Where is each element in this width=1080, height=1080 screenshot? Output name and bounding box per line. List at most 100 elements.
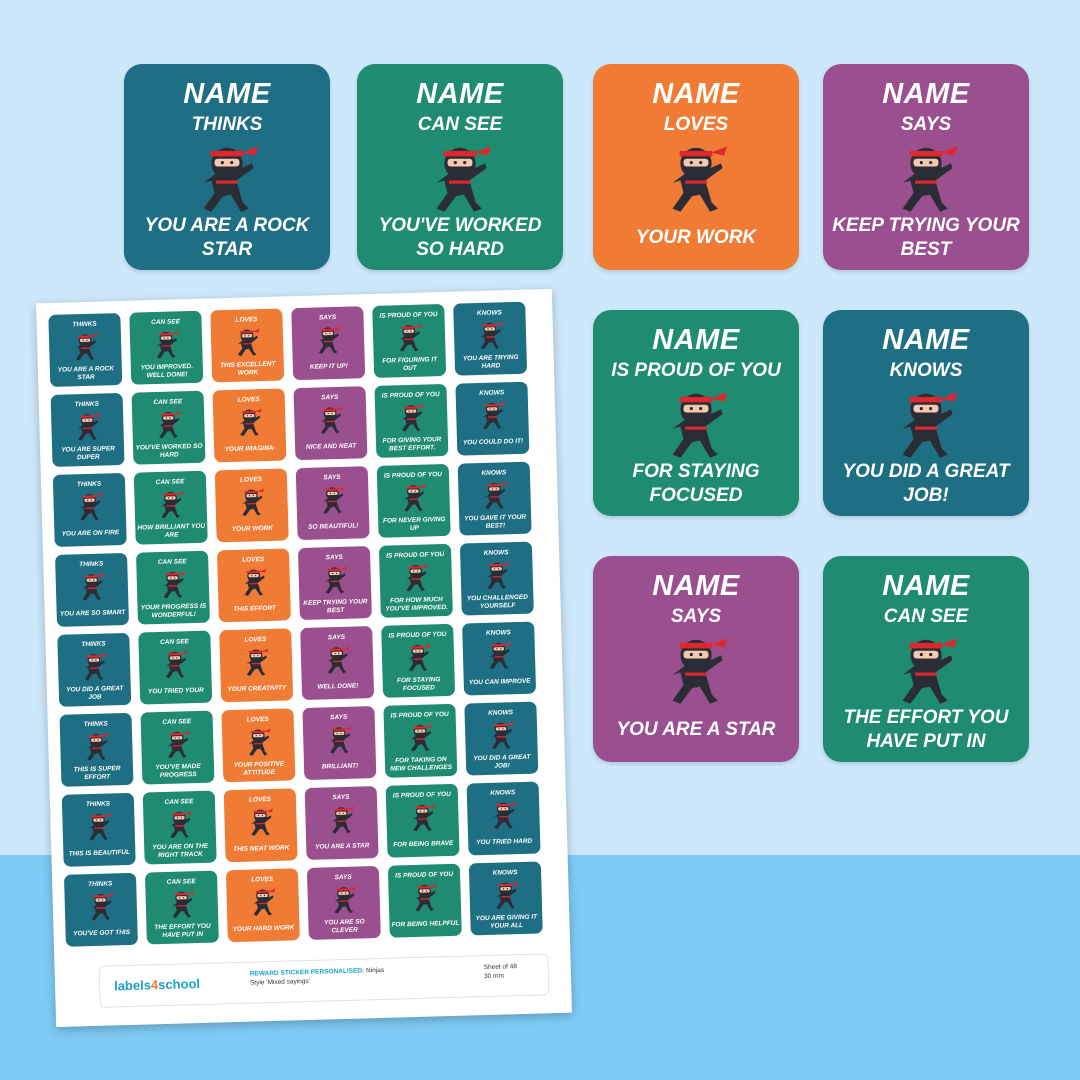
sticker-name: NAME — [882, 570, 970, 602]
mini-sticker-phrase: YOU COULD DO IT! — [462, 437, 524, 446]
mini-sticker-phrase: YOU'VE WORKED SO HARD — [135, 442, 203, 459]
mini-sticker: KNOWS YOU ARE GIVING IT YOUR ALL — [468, 861, 543, 936]
mini-sticker: THINKS YOU ARE A ROCK STAR — [48, 312, 123, 387]
sticker-sheet: THINKS YOU ARE A ROCK STAR CAN SEE YOU IMPR… — [35, 288, 573, 1028]
mini-sticker-phrase: YOU DID A GREAT JOB — [66, 684, 124, 701]
mini-sticker: SAYS KEEP IT UP! — [291, 306, 366, 381]
mini-sticker-verb: LOVES — [246, 716, 269, 724]
mini-sticker-verb: KNOWS — [492, 869, 518, 877]
mini-sticker: KNOWS YOU TRIED HARD — [466, 781, 541, 856]
mini-sticker-verb: IS PROUD OF YOU — [386, 551, 445, 560]
mini-sticker-verb: IS PROUD OF YOU — [381, 391, 440, 400]
sticker-phrase: KEEP TRYING YOUR BEST — [832, 215, 1020, 260]
mini-sticker: SAYS WELL DONE! — [300, 626, 375, 701]
mini-sticker-verb: SAYS — [332, 793, 350, 802]
sticker-name: NAME — [652, 78, 740, 110]
mini-sticker-verb: KNOWS — [490, 789, 516, 797]
big-sticker: NAME THINKS YOU ARE A ROCK STAR — [124, 64, 330, 270]
ninja-icon — [237, 566, 270, 604]
mini-sticker-verb: CAN SEE — [155, 478, 185, 487]
sticker-phrase: FOR STAYING FOCUSED — [632, 461, 760, 506]
ninja-icon — [397, 481, 430, 519]
mini-sticker-phrase: HOW BRILLIANT YOU ARE — [137, 522, 206, 539]
mini-sticker-phrase: YOU TRIED HARD — [476, 837, 533, 846]
mini-sticker: THINKS THIS IS SUPER EFFORT — [59, 712, 134, 787]
mini-sticker: CAN SEE YOU ARE ON THE RIGHT TRACK — [142, 790, 217, 865]
mini-sticker-verb: KNOWS — [485, 629, 511, 637]
ninja-icon — [487, 799, 520, 837]
mini-sticker-verb: SAYS — [318, 313, 337, 322]
mini-sticker: CAN SEE HOW BRILLIANT YOU ARE — [133, 470, 208, 545]
mini-sticker-phrase: YOU'VE MADE PROGRESS — [155, 762, 201, 779]
mini-sticker: LOVES YOUR POSITIVE ATTITUDE — [221, 708, 296, 783]
ninja-icon — [233, 406, 266, 444]
mini-sticker-verb: LOVES — [239, 476, 263, 484]
sticker-verb: CAN SEE — [417, 114, 503, 135]
mini-sticker: SAYS BRILLIANT! — [302, 706, 377, 781]
big-sticker: NAME SAYS KEEP TRYING YOUR BEST — [823, 64, 1029, 270]
ninja-icon — [231, 326, 264, 364]
mini-sticker-phrase: YOU DID A GREAT JOB! — [473, 753, 531, 770]
mini-sticker-verb: IS PROUD OF YOU — [388, 631, 447, 640]
mini-sticker: CAN SEE YOU'VE MADE PROGRESS — [140, 710, 215, 785]
mini-sticker: LOVES YOUR IMAGINA- — [212, 388, 287, 463]
mini-sticker-verb: CAN SEE — [153, 398, 183, 407]
mini-sticker: CAN SEE YOU IMPROVED. WELL DONE! — [129, 310, 204, 385]
mini-sticker-verb: IS PROUD OF YOU — [379, 311, 438, 320]
ninja-icon — [657, 386, 735, 469]
mini-sticker: THINKS YOU'VE GOT THIS — [63, 872, 138, 947]
mini-sticker-phrase: WELL DONE! — [317, 681, 359, 691]
ninja-icon — [314, 404, 347, 442]
mini-sticker-phrase: YOU IMPROVED. WELL DONE! — [140, 362, 194, 379]
mini-sticker-verb: LOVES — [248, 795, 272, 804]
mini-sticker: IS PROUD OF YOU FOR HOW MUCH YOU'VE IMPRO… — [378, 543, 453, 618]
mini-sticker: THINKS YOU ARE SUPER DUPER — [50, 392, 125, 467]
mini-sticker-verb: KNOWS — [483, 549, 509, 557]
mini-sticker-verb: THINKS — [83, 720, 108, 729]
mini-sticker-phrase: FOR BEING BRAVE — [393, 839, 454, 849]
sticker-phrase: YOU ARE A STAR — [616, 719, 776, 740]
ninja-icon — [71, 411, 104, 449]
mini-sticker-phrase: YOU GAVE IT YOUR BEST! — [464, 513, 527, 530]
sticker-verb: THINKS — [191, 114, 263, 135]
mini-sticker: KNOWS YOU CHALLENGED YOURSELF — [459, 541, 534, 616]
mini-sticker-verb: SAYS — [334, 873, 352, 882]
ninja-icon — [316, 484, 349, 522]
mini-sticker: THINKS YOU DID A GREAT JOB — [57, 632, 132, 707]
mini-sticker: LOVES THIS EXCELLENT WORK — [210, 308, 285, 383]
mini-sticker-phrase: THE EFFORT YOU HAVE PUT IN — [154, 922, 211, 939]
mini-sticker: LOVES YOUR WORK — [214, 468, 289, 543]
mini-sticker: KNOWS YOU COULD DO IT! — [455, 381, 530, 456]
sticker-phrase: YOU DID A GREAT JOB! — [842, 461, 1010, 506]
mini-sticker-phrase: YOU'VE GOT THIS — [73, 928, 131, 938]
mini-sticker: IS PROUD OF YOU FOR FIGURING IT OUT — [372, 303, 447, 378]
mini-sticker-phrase: THIS NEAT WORK — [233, 843, 290, 853]
sticker-name: NAME — [652, 570, 740, 602]
sticker-verb: KNOWS — [889, 360, 963, 381]
ninja-icon — [75, 570, 108, 608]
mini-sticker-verb: LOVES — [235, 316, 258, 324]
mini-sticker-phrase: FOR STAYING FOCUSED — [396, 675, 441, 692]
ninja-icon — [474, 319, 507, 357]
mini-sticker: LOVES YOUR HARD WORK — [225, 868, 300, 943]
ninja-icon — [483, 639, 516, 677]
ninja-icon — [78, 650, 111, 688]
mini-sticker-verb: CAN SEE — [151, 318, 181, 327]
mini-sticker-phrase: THIS EFFORT — [233, 604, 276, 613]
mini-sticker-phrase: YOU ARE GIVING IT YOUR ALL — [475, 913, 538, 930]
mini-sticker: KNOWS YOU DID A GREAT JOB! — [464, 701, 539, 776]
mini-sticker-verb: IS PROUD OF YOU — [390, 710, 449, 720]
mini-sticker: IS PROUD OF YOU FOR BEING BRAVE — [385, 783, 460, 858]
mini-sticker: LOVES THIS EFFORT — [216, 548, 291, 623]
mini-sticker: IS PROUD OF YOU FOR NEVER GIVING UP — [376, 463, 451, 538]
big-sticker: NAME CAN SEE YOU'VE WORKED SO HARD — [357, 64, 563, 270]
mini-sticker: THINKS THIS IS BEAUTIFUL — [61, 792, 136, 867]
mini-sticker-verb: THINKS — [79, 560, 104, 569]
mini-sticker-phrase: YOU ARE SO SMART — [59, 608, 126, 618]
ninja-icon — [69, 331, 102, 369]
mini-sticker-phrase: THIS IS BEAUTIFUL — [68, 848, 131, 858]
mini-sticker-phrase: FOR NEVER GIVING UP — [382, 515, 446, 532]
mini-sticker: LOVES YOUR CREATIVITY — [219, 628, 294, 703]
mini-sticker-phrase: YOUR WORK — [231, 524, 274, 533]
sticker-phrase: THE EFFORT YOU HAVE PUT IN — [843, 707, 1009, 752]
